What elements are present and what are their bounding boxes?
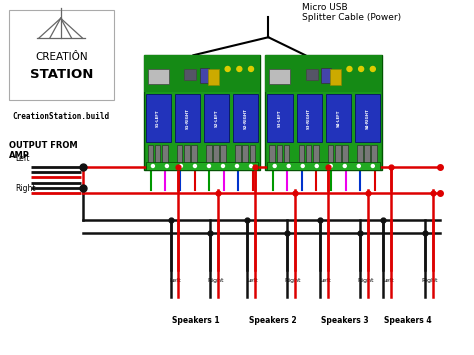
Bar xyxy=(364,145,370,163)
Bar xyxy=(177,145,182,163)
Text: Splitter Cable (Power): Splitter Cable (Power) xyxy=(302,13,401,22)
Bar xyxy=(147,69,169,84)
Bar xyxy=(284,145,289,163)
Text: Right: Right xyxy=(357,278,374,283)
Circle shape xyxy=(221,164,225,168)
Bar xyxy=(9,10,114,100)
Bar xyxy=(321,68,331,83)
Bar xyxy=(265,55,382,92)
Text: OUTPUT FROM: OUTPUT FROM xyxy=(9,141,77,149)
Text: Left: Left xyxy=(15,154,29,163)
Circle shape xyxy=(249,164,253,168)
Circle shape xyxy=(301,164,304,168)
Bar xyxy=(233,94,258,142)
Circle shape xyxy=(371,164,374,168)
Text: STATION: STATION xyxy=(29,69,93,81)
Text: Right: Right xyxy=(15,184,35,193)
Circle shape xyxy=(208,164,210,168)
Text: Micro USB: Micro USB xyxy=(302,3,348,12)
Text: Right: Right xyxy=(207,278,224,283)
Bar xyxy=(235,145,241,163)
Text: S2-LEFT: S2-LEFT xyxy=(215,110,219,127)
Text: Speakers 4: Speakers 4 xyxy=(384,316,432,325)
Bar xyxy=(276,145,282,163)
Bar xyxy=(146,162,258,170)
Circle shape xyxy=(273,164,276,168)
Circle shape xyxy=(165,164,168,168)
Text: S2-RIGHT: S2-RIGHT xyxy=(244,108,248,129)
Circle shape xyxy=(193,164,196,168)
Circle shape xyxy=(151,164,155,168)
Text: Speakers 3: Speakers 3 xyxy=(321,316,369,325)
Bar xyxy=(175,94,200,142)
Bar xyxy=(162,145,167,163)
Circle shape xyxy=(329,164,332,168)
Text: Left: Left xyxy=(382,278,394,283)
Bar xyxy=(249,145,255,163)
Text: S4-RIGHT: S4-RIGHT xyxy=(365,108,370,129)
Circle shape xyxy=(237,66,242,71)
Bar xyxy=(371,145,377,163)
Bar xyxy=(144,55,260,170)
Bar xyxy=(213,145,219,163)
Bar xyxy=(155,145,160,163)
Circle shape xyxy=(357,164,360,168)
Bar xyxy=(313,145,319,163)
Circle shape xyxy=(225,66,230,71)
Bar xyxy=(220,145,226,163)
Bar xyxy=(329,69,341,85)
Text: S4-LEFT: S4-LEFT xyxy=(337,110,340,127)
Text: S1-RIGHT: S1-RIGHT xyxy=(185,108,189,129)
Circle shape xyxy=(343,164,346,168)
Bar xyxy=(267,94,292,142)
Bar xyxy=(147,145,153,163)
Text: Speakers 2: Speakers 2 xyxy=(248,316,296,325)
Bar xyxy=(144,55,260,92)
Text: Left: Left xyxy=(246,278,258,283)
Text: Left: Left xyxy=(319,278,331,283)
Bar xyxy=(357,145,363,163)
Text: Right: Right xyxy=(284,278,301,283)
Bar xyxy=(267,162,380,170)
Text: CreationStation.build: CreationStation.build xyxy=(13,112,110,121)
Circle shape xyxy=(315,164,318,168)
Text: S3-LEFT: S3-LEFT xyxy=(278,110,282,127)
Text: Right: Right xyxy=(422,278,438,283)
Circle shape xyxy=(370,66,375,71)
Bar xyxy=(297,94,322,142)
Circle shape xyxy=(248,66,254,71)
Bar xyxy=(184,69,196,81)
Bar xyxy=(200,68,209,83)
Text: Left: Left xyxy=(170,278,182,283)
Bar xyxy=(204,94,229,142)
Text: Speakers 1: Speakers 1 xyxy=(172,316,219,325)
Circle shape xyxy=(359,66,364,71)
Bar xyxy=(269,145,275,163)
Circle shape xyxy=(287,164,290,168)
Bar xyxy=(335,145,340,163)
Bar xyxy=(146,94,171,142)
Bar xyxy=(242,145,248,163)
Bar xyxy=(328,145,333,163)
Bar xyxy=(306,145,311,163)
Bar xyxy=(208,69,219,85)
Text: CREATIÔN: CREATIÔN xyxy=(35,52,88,62)
Bar xyxy=(265,55,382,170)
Circle shape xyxy=(347,66,352,71)
Bar xyxy=(206,145,211,163)
Circle shape xyxy=(180,164,182,168)
Circle shape xyxy=(236,164,238,168)
Bar xyxy=(184,145,190,163)
Text: S3-RIGHT: S3-RIGHT xyxy=(307,108,311,129)
Bar xyxy=(299,145,304,163)
Bar xyxy=(191,145,197,163)
Bar xyxy=(355,94,380,142)
Text: AMP: AMP xyxy=(9,151,30,159)
Bar xyxy=(306,69,318,81)
Bar xyxy=(269,69,291,84)
Bar xyxy=(326,94,351,142)
Bar xyxy=(342,145,348,163)
Text: S1-LEFT: S1-LEFT xyxy=(156,110,160,127)
